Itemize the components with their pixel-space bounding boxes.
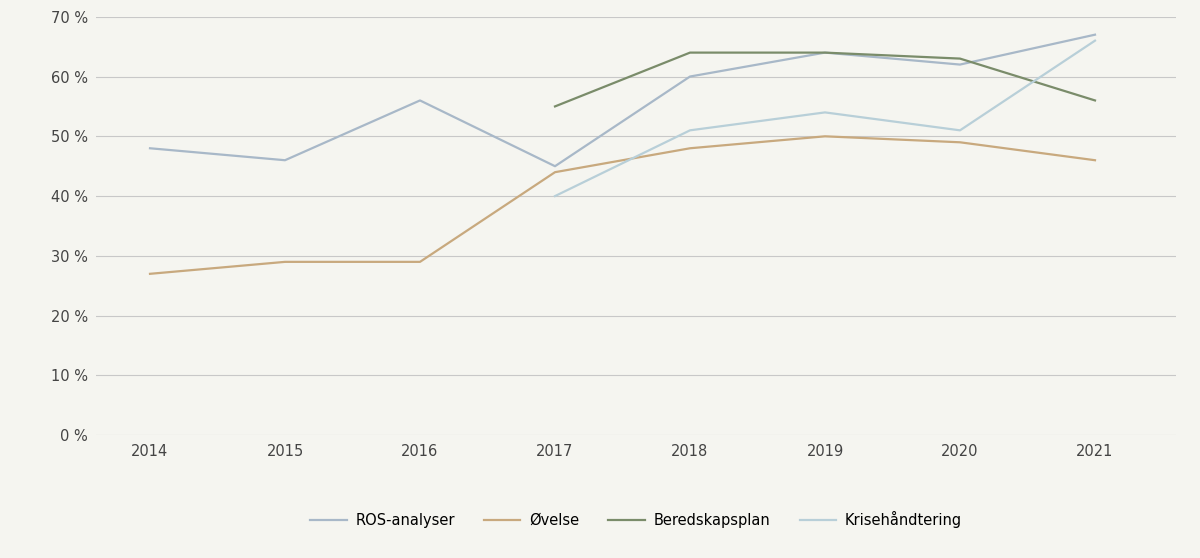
- Krisehåndtering: [547, 193, 562, 199]
- ROS-analyser: [143, 145, 157, 152]
- Beredskapsplan: [818, 49, 833, 56]
- Øvelse: [547, 169, 562, 176]
- ROS-analyser: [413, 97, 427, 104]
- Line: Beredskapsplan: Beredskapsplan: [554, 52, 1096, 107]
- Line: Øvelse: Øvelse: [150, 136, 1096, 274]
- Øvelse: [683, 145, 697, 152]
- ROS-analyser: [683, 73, 697, 80]
- Beredskapsplan: [1088, 97, 1103, 104]
- Krisehåndtering: [683, 127, 697, 134]
- Beredskapsplan: [953, 55, 967, 62]
- ROS-analyser: [1088, 31, 1103, 38]
- Line: ROS-analyser: ROS-analyser: [150, 35, 1096, 166]
- Øvelse: [143, 271, 157, 277]
- Øvelse: [953, 139, 967, 146]
- Beredskapsplan: [683, 49, 697, 56]
- Øvelse: [818, 133, 833, 140]
- ROS-analyser: [547, 163, 562, 170]
- Line: Krisehåndtering: Krisehåndtering: [554, 41, 1096, 196]
- Øvelse: [413, 258, 427, 265]
- Krisehåndtering: [818, 109, 833, 116]
- Krisehåndtering: [1088, 37, 1103, 44]
- Øvelse: [1088, 157, 1103, 163]
- Krisehåndtering: [953, 127, 967, 134]
- Beredskapsplan: [547, 103, 562, 110]
- Legend: ROS-analyser, Øvelse, Beredskapsplan, Krisehåndtering: ROS-analyser, Øvelse, Beredskapsplan, Kr…: [305, 506, 967, 534]
- ROS-analyser: [278, 157, 293, 163]
- ROS-analyser: [818, 49, 833, 56]
- ROS-analyser: [953, 61, 967, 68]
- Øvelse: [278, 258, 293, 265]
